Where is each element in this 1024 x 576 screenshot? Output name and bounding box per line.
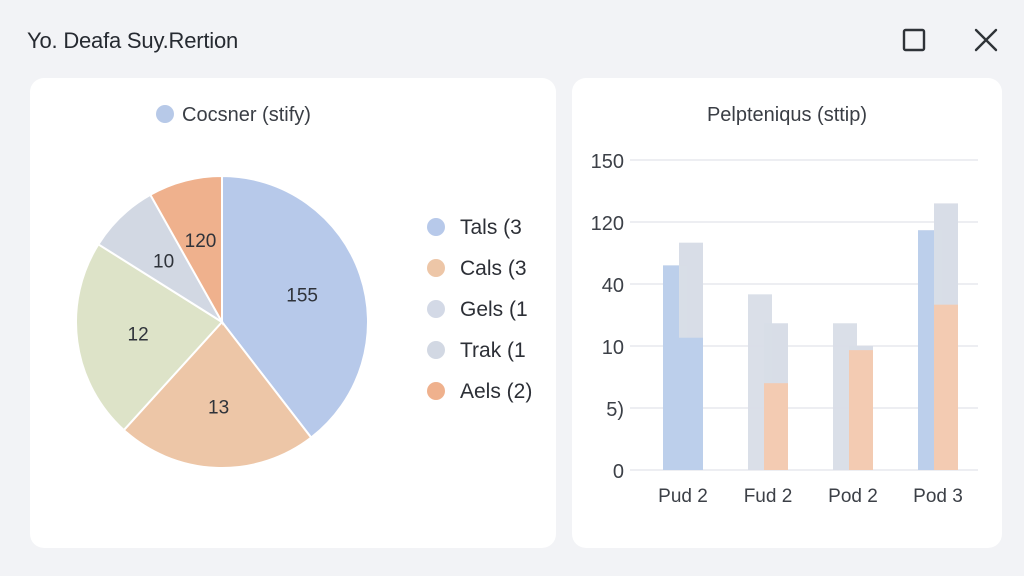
pie-slice (75, 242, 224, 432)
pie-chart: Cocsner (stify) 155 13 12 10 120 Tals (3 Cals… (75, 104, 532, 469)
legend-label: Tals (3 (460, 216, 522, 239)
bar-fill-b (849, 350, 873, 470)
legend-marker (427, 382, 445, 400)
close-button[interactable] (968, 22, 1004, 58)
close-icon (974, 28, 998, 52)
y-tick-label: 40 (602, 275, 624, 297)
y-tick-label: 120 (591, 213, 624, 235)
legend-marker (427, 341, 445, 359)
y-tick-label: 5) (606, 399, 624, 421)
pie-slice-label: 10 (153, 252, 174, 273)
pie-chart-title: Cocsner (stify) (182, 104, 311, 126)
legend-marker (427, 218, 445, 236)
pie-chart-panel: Cocsner (stify) 155 13 12 10 120 Tals (3 Cals… (30, 78, 556, 548)
bar-chart: Pelpteniqus (sttip) 150 120 40 10 5) 0 Pud 2 F… (591, 104, 978, 507)
bar-chart-title: Pelpteniqus (sttip) (707, 104, 867, 126)
y-tick-label: 0 (613, 461, 624, 483)
pie-title-marker (156, 105, 174, 123)
pie-slice (122, 320, 313, 469)
bar-fill-a (918, 230, 934, 470)
pie-slice (148, 174, 223, 326)
legend-label: Cals (3 (460, 257, 527, 280)
y-tick-label: 150 (591, 151, 624, 173)
x-tick-label: Pod 2 (828, 486, 878, 507)
maximize-button[interactable] (896, 22, 932, 58)
window-title: Yo. Deafa Suy.Rertion (27, 28, 239, 53)
pie-slice-label: 12 (128, 325, 149, 346)
bar-fill-b (934, 304, 958, 470)
bar-chart-panel: Pelpteniqus (sttip) 150 120 40 10 5) 0 Pud 2 F… (572, 78, 1002, 548)
legend-label: Trak (1 (460, 339, 526, 362)
legend-marker (427, 259, 445, 277)
pie-slice (221, 174, 369, 439)
maximize-icon (902, 28, 926, 52)
pie-slice-label: 13 (208, 398, 229, 419)
x-tick-label: Fud 2 (744, 486, 793, 507)
x-tick-label: Pod 3 (913, 486, 963, 507)
bar-fill-a (663, 265, 679, 470)
legend-label: Aels (2) (460, 380, 532, 403)
bar-fill-b (679, 337, 703, 470)
pie-slice-label: 155 (286, 286, 318, 307)
legend-marker (427, 300, 445, 318)
pie-slice-label: 120 (185, 231, 217, 252)
legend-label: Gels (1 (460, 298, 528, 321)
y-tick-label: 10 (602, 337, 624, 359)
window-titlebar: Yo. Deafa Suy.Rertion (0, 0, 1024, 78)
x-tick-label: Pud 2 (658, 486, 708, 507)
bar-fill-b (764, 383, 788, 470)
